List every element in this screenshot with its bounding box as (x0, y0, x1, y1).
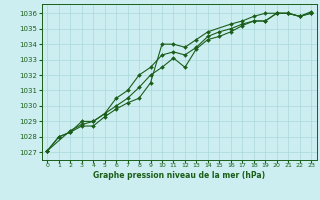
X-axis label: Graphe pression niveau de la mer (hPa): Graphe pression niveau de la mer (hPa) (93, 171, 265, 180)
